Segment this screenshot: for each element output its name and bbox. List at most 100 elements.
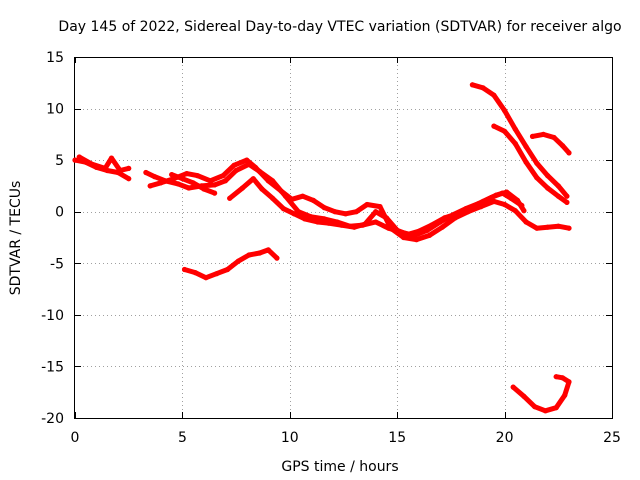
data-point xyxy=(566,225,572,231)
data-point xyxy=(310,197,316,203)
data-point xyxy=(184,171,190,177)
y-tick-label: -20 xyxy=(41,411,64,427)
data-point xyxy=(239,185,246,191)
data-point xyxy=(480,85,486,91)
data-point xyxy=(212,182,218,188)
data-point xyxy=(534,175,540,181)
axis-ticks: 0 5 10 15 20 25 -20 -15 -10 -5 0 5 10 15 xyxy=(41,50,621,446)
y-tick-label: -5 xyxy=(50,256,64,272)
data-point xyxy=(551,134,557,141)
data-point xyxy=(560,375,566,381)
data-point xyxy=(413,237,420,243)
y-tick-label: 5 xyxy=(55,153,64,169)
data-point xyxy=(212,190,218,196)
data-point xyxy=(514,197,521,203)
data-point xyxy=(377,204,383,210)
data-point xyxy=(291,211,297,217)
data-series xyxy=(72,82,572,414)
data-point xyxy=(521,393,527,399)
data-point xyxy=(192,270,198,276)
chart-title: Day 145 of 2022, Sidereal Day-to-day VTE… xyxy=(58,19,621,35)
data-point xyxy=(102,165,108,171)
data-point xyxy=(564,199,570,205)
data-point xyxy=(493,192,499,198)
data-point xyxy=(259,186,265,192)
data-point xyxy=(194,173,200,179)
data-point xyxy=(512,208,518,214)
data-point xyxy=(441,215,448,221)
data-point xyxy=(566,150,572,156)
data-point xyxy=(117,167,123,174)
data-point xyxy=(502,201,508,208)
x-tick-label: 15 xyxy=(388,430,406,446)
data-point xyxy=(469,82,475,88)
data-point xyxy=(383,215,390,221)
data-point xyxy=(222,178,228,184)
series-line-track-7 xyxy=(182,247,280,281)
data-point xyxy=(257,250,263,256)
data-point xyxy=(416,228,422,234)
data-point xyxy=(126,165,132,171)
data-point xyxy=(523,144,529,150)
plot-frame xyxy=(74,57,613,419)
data-point xyxy=(126,176,132,182)
data-point xyxy=(545,224,551,230)
data-point xyxy=(523,159,529,165)
data-point xyxy=(343,211,349,217)
data-point xyxy=(332,209,338,215)
data-point xyxy=(394,227,400,233)
data-point xyxy=(512,141,518,147)
data-point xyxy=(186,185,192,191)
y-tick-label: 15 xyxy=(46,50,64,66)
data-point xyxy=(454,211,460,217)
x-axis-label: GPS time / hours xyxy=(281,459,398,475)
data-point xyxy=(542,408,549,414)
data-point xyxy=(373,219,379,225)
data-point xyxy=(270,195,276,201)
data-point xyxy=(220,173,226,179)
data-point xyxy=(353,209,359,215)
data-point xyxy=(203,275,209,281)
data-point xyxy=(401,234,407,241)
data-point xyxy=(429,222,435,228)
data-point xyxy=(529,133,536,139)
data-point xyxy=(235,258,241,264)
data-point xyxy=(72,157,78,163)
data-point xyxy=(467,205,473,211)
data-point xyxy=(545,185,551,191)
data-point xyxy=(300,193,306,199)
data-point xyxy=(540,131,546,137)
y-axis-label: SDTVAR / TECUs xyxy=(8,181,24,296)
y-tick-label: 0 xyxy=(55,205,64,221)
data-point xyxy=(280,206,286,212)
data-point xyxy=(302,216,308,222)
data-point xyxy=(147,183,153,189)
data-point xyxy=(89,161,95,167)
data-point xyxy=(351,224,357,230)
data-point xyxy=(244,157,250,163)
data-point xyxy=(373,209,379,215)
data-point xyxy=(265,178,271,184)
y-tick-label: 10 xyxy=(46,102,64,118)
data-point xyxy=(214,271,220,277)
series-line-track-8 xyxy=(469,82,570,199)
data-point xyxy=(523,219,529,225)
data-point xyxy=(265,247,271,253)
data-point xyxy=(364,201,370,208)
data-point xyxy=(491,123,497,129)
data-point xyxy=(555,223,561,229)
y-tick-label: -15 xyxy=(41,359,64,375)
data-point xyxy=(564,193,570,199)
data-point xyxy=(510,384,516,390)
x-tick-label: 25 xyxy=(603,430,621,446)
data-point xyxy=(179,176,185,182)
data-point xyxy=(534,160,540,166)
data-point xyxy=(439,224,445,230)
data-point xyxy=(553,374,559,380)
x-tick-label: 0 xyxy=(71,430,80,446)
data-point xyxy=(553,405,559,411)
data-point xyxy=(512,126,518,132)
data-point xyxy=(534,225,540,231)
